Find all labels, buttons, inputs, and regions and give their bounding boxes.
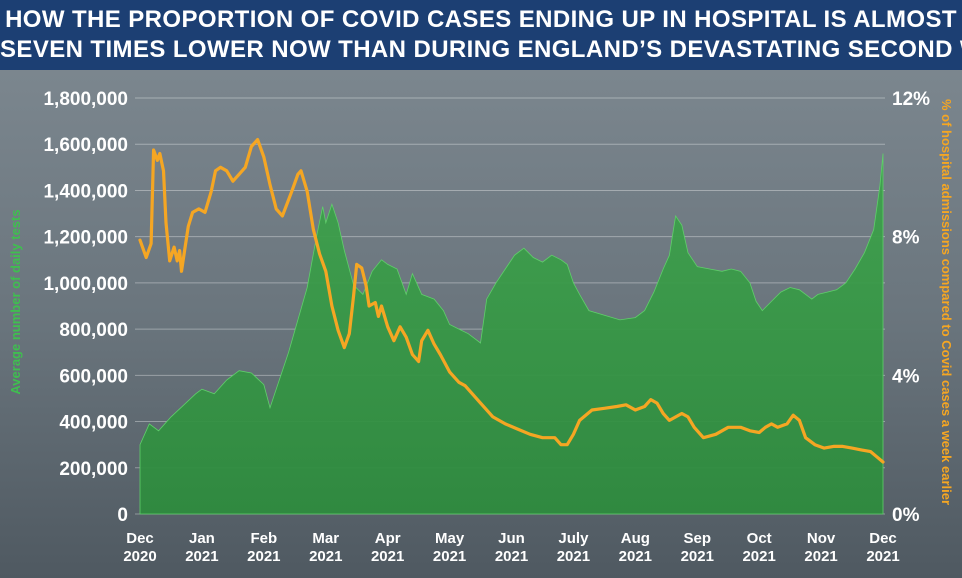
x-tick-year: 2021 xyxy=(557,548,590,565)
x-tick-year: 2021 xyxy=(742,548,775,565)
title-line-1: HOW THE PROPORTION OF COVID CASES ENDING… xyxy=(5,6,957,33)
x-tick-month: Feb xyxy=(250,530,277,547)
x-tick-year: 2021 xyxy=(185,548,218,565)
x-tick-year: 2021 xyxy=(619,548,652,565)
x-tick-year: 2021 xyxy=(495,548,528,565)
x-tick-month: Jan xyxy=(189,530,215,547)
x-tick-year: 2021 xyxy=(247,548,280,565)
chart-title: HOW THE PROPORTION OF COVID CASES ENDING… xyxy=(0,0,962,70)
left-tick-label: 1,000,000 xyxy=(43,274,128,295)
x-tick-month: Mar xyxy=(312,530,339,547)
left-tick-label: 1,200,000 xyxy=(43,228,128,249)
x-tick-month: Oct xyxy=(747,530,772,547)
x-tick-month: Dec xyxy=(869,530,897,547)
left-tick-label: 600,000 xyxy=(59,366,128,387)
x-tick-month: Jun xyxy=(498,530,525,547)
x-tick-year: 2021 xyxy=(433,548,466,565)
x-tick-month: Nov xyxy=(807,530,836,547)
right-tick-label: 4% xyxy=(892,366,920,387)
left-axis-ticks: 0 200,000 400,000 600,000 800,000 1,000,000 1,… xyxy=(43,89,128,526)
x-tick-month: May xyxy=(435,530,465,547)
x-tick-month: July xyxy=(558,530,589,547)
right-tick-label: 0% xyxy=(892,505,920,526)
x-tick-year: 2021 xyxy=(681,548,714,565)
x-tick-year: 2021 xyxy=(309,548,342,565)
x-tick-year: 2021 xyxy=(866,548,899,565)
x-tick-year: 2021 xyxy=(371,548,404,565)
x-tick-month: Apr xyxy=(375,530,401,547)
admissions-line xyxy=(138,138,885,464)
left-tick-label: 400,000 xyxy=(59,413,128,434)
left-tick-label: 800,000 xyxy=(59,320,128,341)
x-tick-month: Aug xyxy=(621,530,650,547)
tests-area xyxy=(139,153,884,515)
right-axis-ticks: 0% 4% 8% 12% xyxy=(892,89,930,526)
left-tick-label: 0 xyxy=(117,505,128,526)
tests-area-layer xyxy=(139,153,884,515)
right-tick-label: 8% xyxy=(892,228,920,249)
x-tick-year: 2021 xyxy=(804,548,837,565)
x-tick-year: 2020 xyxy=(123,548,156,565)
x-tick-month: Sep xyxy=(683,530,711,547)
left-tick-label: 200,000 xyxy=(59,459,128,480)
left-tick-label: 1,600,000 xyxy=(43,135,128,156)
left-tick-label: 1,400,000 xyxy=(43,181,128,202)
x-axis-ticks: Dec2020Jan2021Feb2021Mar2021Apr2021May20… xyxy=(123,530,899,565)
admissions-line-layer xyxy=(138,138,885,464)
x-tick-month: Dec xyxy=(126,530,154,547)
left-tick-label: 1,800,000 xyxy=(43,89,128,110)
right-tick-label: 12% xyxy=(892,89,930,110)
title-line-2: SEVEN TIMES LOWER NOW THAN DURING ENGLAN… xyxy=(0,36,962,63)
right-axis-label: % of hospital admissions compared to Cov… xyxy=(939,99,954,505)
left-axis-label: Average number of daily tests xyxy=(8,209,23,394)
